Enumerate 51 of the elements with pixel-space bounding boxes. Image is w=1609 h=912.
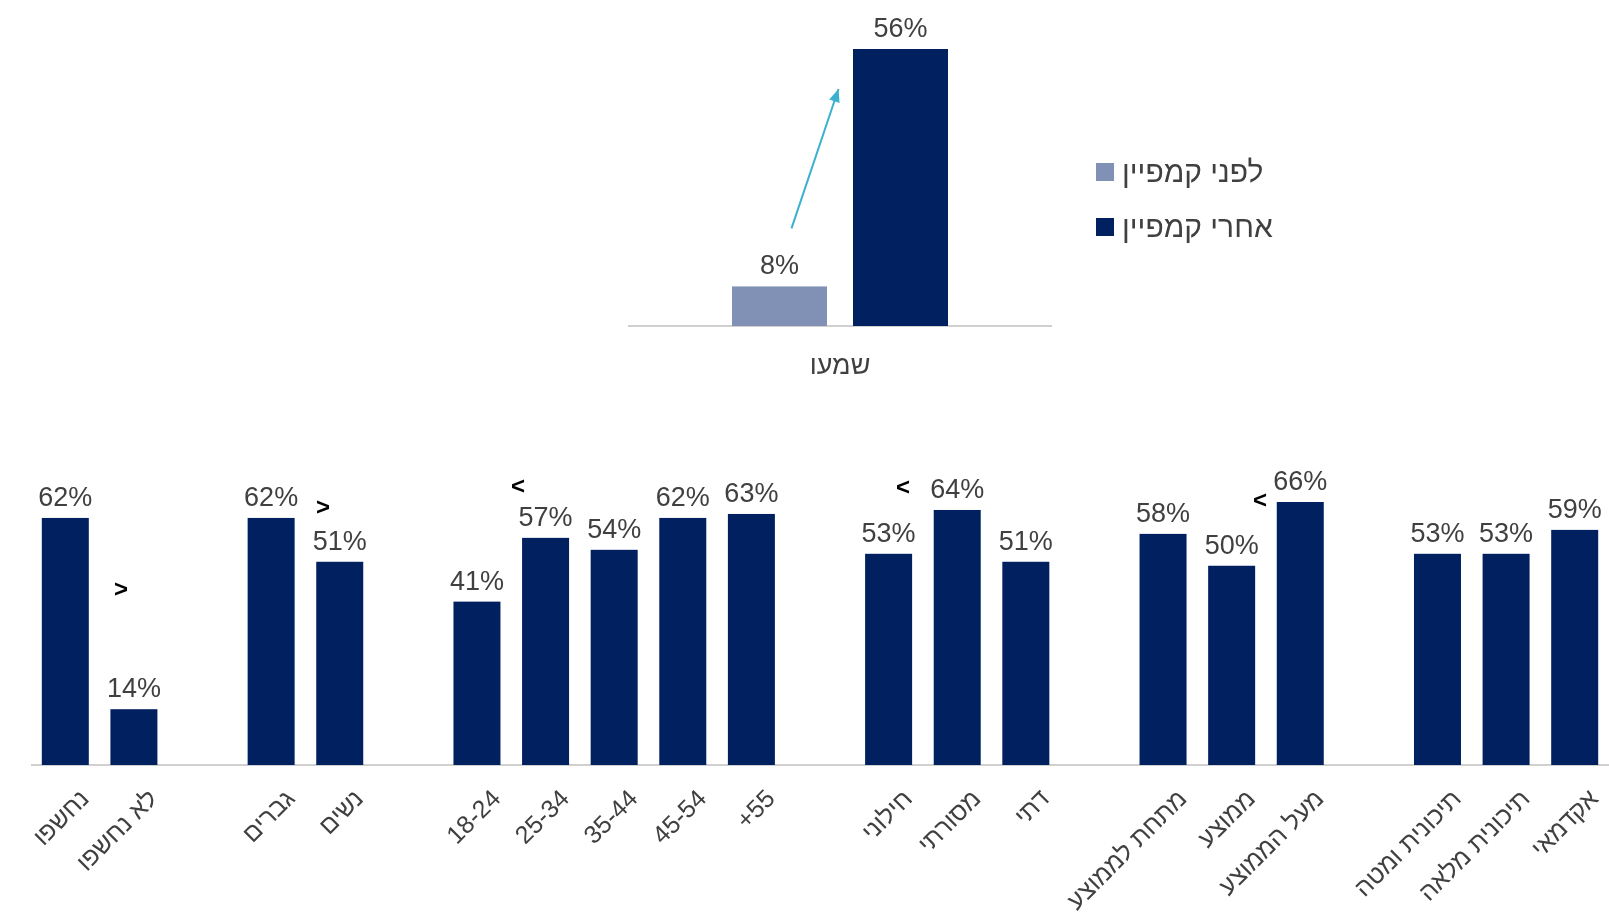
data-label: 50% [1204,529,1259,560]
x-tick-label: מתחת לממוצע [1060,783,1192,912]
x-tick-label: נשים [312,783,369,840]
bar [41,517,89,765]
bar [522,537,570,765]
bar [933,509,981,765]
data-label: 59% [1547,493,1602,524]
data-label: 57% [518,501,573,532]
data-label: 63% [724,477,779,508]
bar [727,513,775,765]
data-label: 41% [449,565,504,596]
legend-label: אחרי קמפיין [1122,210,1273,243]
bar [316,561,364,765]
data-label: 53% [861,517,916,548]
x-tick-label: דתי [1008,783,1055,830]
bar [1413,553,1461,765]
bar [1139,533,1187,765]
data-label: 66% [1273,466,1328,496]
legend-label: לפני קמפיין [1122,155,1264,188]
bar [110,709,158,765]
bar [1551,529,1599,765]
bar [247,517,295,765]
bar [1276,502,1324,765]
x-tick-label: שמעו [809,350,871,380]
data-label: 51% [998,525,1053,556]
bar [590,549,638,765]
bar [1482,553,1530,765]
data-label: 62% [655,481,710,512]
data-label: 14% [106,673,161,704]
bar [453,601,501,765]
data-label: 62% [38,481,93,512]
x-tick-label: גברים [236,783,300,848]
data-label: 64% [930,473,985,504]
annotation: > [113,575,129,602]
data-label: 53% [1479,517,1534,548]
bar [1002,561,1050,765]
data-label: 58% [1136,497,1191,528]
data-label: 62% [244,481,299,512]
annotation: < [1252,486,1268,513]
data-label: 53% [1410,517,1465,548]
text: < [895,473,911,500]
data-label: 8% [759,250,800,281]
x-tick-label: +55 [730,783,780,834]
data-label: 56% [873,13,928,43]
data-label: 51% [312,525,367,556]
data-label: 54% [587,513,642,544]
bar [1208,565,1256,765]
bar [865,553,913,765]
bar [659,517,707,765]
text: < [510,472,526,499]
annotation: > [315,493,331,520]
